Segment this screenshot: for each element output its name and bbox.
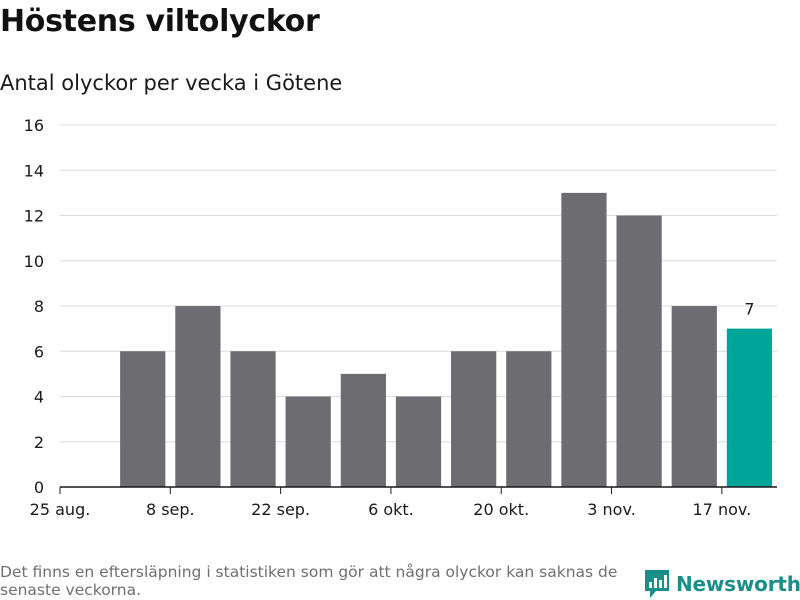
- brand[interactable]: Newsworthy: [644, 569, 800, 599]
- bar-22-sep: [285, 396, 331, 487]
- y-tick-label: 6: [34, 342, 44, 361]
- bar-15-sep: [230, 351, 276, 487]
- data-label: 7: [744, 300, 754, 319]
- x-tick-label: 6 okt.: [368, 500, 414, 519]
- bar-20-okt: [506, 351, 552, 487]
- bar-17-nov: [726, 328, 773, 487]
- bar-13-okt: [451, 351, 497, 487]
- bar-10-nov: [671, 306, 717, 487]
- footnote: Det finns en eftersläpning i statistiken…: [0, 563, 618, 599]
- y-tick-label: 0: [34, 478, 44, 497]
- x-tick-label: 3 nov.: [587, 500, 636, 519]
- y-tick-label: 4: [34, 388, 44, 407]
- y-tick-label: 14: [24, 161, 44, 180]
- x-tick-label: 25 aug.: [30, 500, 91, 519]
- bar-6-okt: [395, 396, 442, 487]
- x-axis: 25 aug. 8 sep. 22 sep. 6 okt. 20 okt. 3 nov. 1…: [30, 486, 777, 519]
- data-labels: 7: [744, 300, 754, 319]
- bars: [120, 192, 773, 487]
- bar-27-okt: [561, 192, 607, 487]
- brand-name: Newsworthy: [676, 572, 800, 596]
- bar-chart: 0 2 4 6 8 10 12 14 16 25 aug. 8 sep. 22 sep. 6 okt.…: [24, 116, 777, 519]
- bar-1-sep: [120, 351, 166, 487]
- y-tick-label: 8: [34, 297, 44, 316]
- y-tick-label: 2: [34, 433, 44, 452]
- newsworthy-logo-icon: [645, 570, 669, 598]
- bar-8-sep: [175, 306, 221, 487]
- y-tick-label: 16: [24, 116, 44, 135]
- x-tick-label: 22 sep.: [251, 500, 310, 519]
- y-tick-label: 12: [24, 207, 44, 226]
- chart-subtitle: Antal olyckor per vecka i Götene: [0, 71, 343, 95]
- bar-29-sep: [340, 373, 386, 487]
- gridlines: [60, 124, 777, 443]
- x-tick-label: 17 nov.: [693, 500, 752, 519]
- bar-3-nov: [616, 215, 662, 487]
- y-tick-label: 10: [24, 252, 44, 271]
- y-axis-ticks: 0 2 4 6 8 10 12 14 16: [24, 116, 44, 497]
- x-tick-label: 8 sep.: [146, 500, 195, 519]
- x-tick-label: 20 okt.: [473, 500, 529, 519]
- chart-title: Höstens viltolyckor: [0, 4, 320, 39]
